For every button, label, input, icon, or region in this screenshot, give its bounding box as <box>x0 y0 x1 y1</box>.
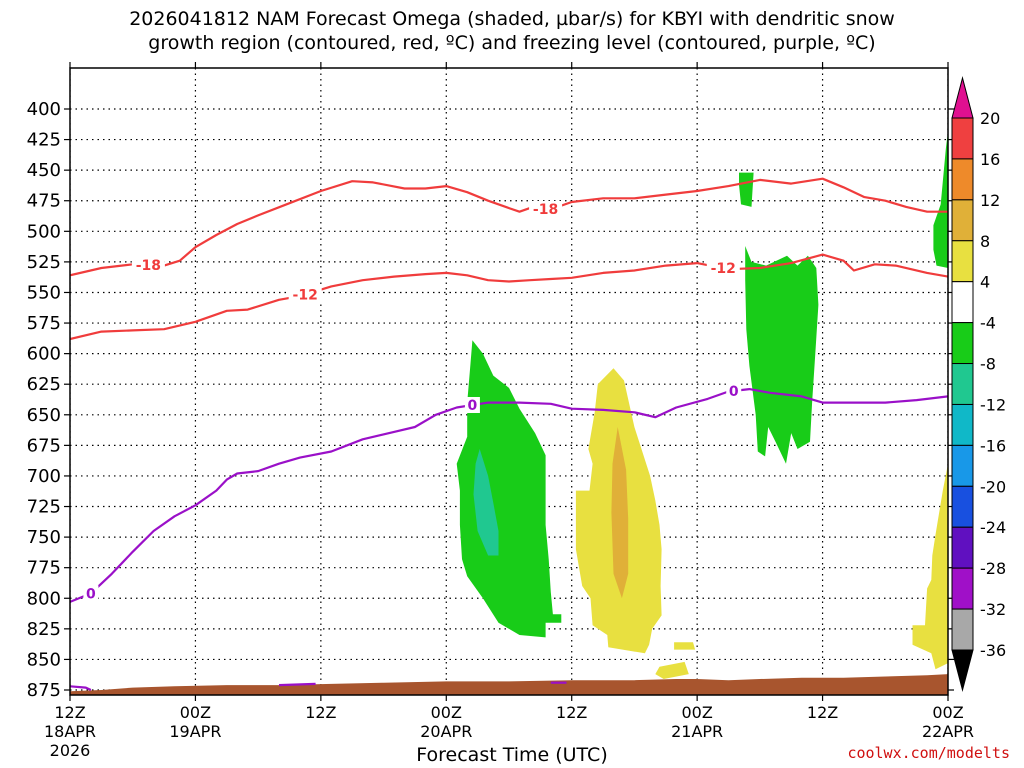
x-tick-label-84: 00Z <box>932 703 963 722</box>
colorbar-label-8: -16 <box>980 436 1006 455</box>
colorbar-swatch-1 <box>951 158 974 201</box>
plot-area: -18 -18 -12 -12 0 0 0 <box>70 68 948 695</box>
y-tick-label-550: 550 <box>27 282 61 303</box>
y-tick-label-575: 575 <box>27 313 61 334</box>
x-tick-label-60: 00Z <box>681 703 712 722</box>
colorbar-swatch-7 <box>951 403 974 446</box>
colorbar-swatch-10 <box>951 526 974 569</box>
y-tick-label-825: 825 <box>27 619 61 640</box>
y-tick-label-500: 500 <box>27 221 61 242</box>
colorbar-label-13: -36 <box>980 641 1006 660</box>
colorbar-label-3: 8 <box>980 232 990 251</box>
x-tick-date-60: 21APR <box>671 722 723 741</box>
x-tick-label-0: 12Z <box>54 703 85 722</box>
x-tick-year-0: 2026 <box>50 741 91 760</box>
contour-label-0-0: -18 <box>136 258 161 274</box>
colorbar-label-12: -32 <box>980 600 1006 619</box>
colorbar-label-4: 4 <box>980 273 990 292</box>
omega-region-2 <box>473 449 499 556</box>
contour-label-2-0: 0 <box>86 586 96 602</box>
omega-region-3 <box>739 172 754 207</box>
x-tick-date-0: 18APR <box>44 722 96 741</box>
y-tick-label-600: 600 <box>27 344 61 365</box>
y-tick-label-650: 650 <box>27 405 61 426</box>
colorbar-swatch-2 <box>951 199 974 242</box>
colorbar-label-7: -12 <box>980 395 1006 414</box>
omega-region-1 <box>456 340 562 638</box>
colorbar-label-9: -20 <box>980 477 1006 496</box>
contour-line-m18 <box>70 177 948 277</box>
plot-frame <box>69 67 949 696</box>
colorbar-swatch-0 <box>951 117 974 160</box>
x-tick-date-36: 20APR <box>420 722 472 741</box>
site-credit[interactable]: coolwx.com/modelts <box>847 744 1010 762</box>
omega-region-7 <box>611 427 629 599</box>
chart-title-line-2: growth region (contoured, red, ºC) and f… <box>148 32 876 54</box>
colorbar-swatch-9 <box>951 485 974 528</box>
x-tick-date-84: 22APR <box>922 722 974 741</box>
omega-region-9 <box>655 661 689 679</box>
colorbar-swatch-8 <box>951 444 974 487</box>
colorbar-swatch-12 <box>951 608 974 651</box>
contour-line-m12 <box>70 253 948 341</box>
contour-label-2-2: 0 <box>729 384 739 400</box>
freezing-level-surface-trace-1 <box>70 685 92 691</box>
y-tick-label-850: 850 <box>27 649 61 670</box>
y-tick-label-625: 625 <box>27 374 61 395</box>
chart-title-line-1: 2026041812 NAM Forecast Omega (shaded, µ… <box>129 8 895 30</box>
contour-label-2-1: 0 <box>468 398 478 414</box>
y-tick-label-450: 450 <box>27 160 61 181</box>
omega-region-10 <box>912 433 948 670</box>
x-tick-date-12: 19APR <box>169 722 221 741</box>
y-tick-label-400: 400 <box>27 99 61 120</box>
x-tick-label-24: 12Z <box>305 703 336 722</box>
omega-region-8 <box>674 642 696 650</box>
terrain-surface <box>70 674 948 695</box>
colorbar-swatch-11 <box>951 567 974 610</box>
x-tick-label-36: 00Z <box>431 703 462 722</box>
colorbar-label-5: -4 <box>980 314 996 333</box>
x-tick-label-48: 12Z <box>556 703 587 722</box>
y-tick-label-425: 425 <box>27 130 61 151</box>
colorbar-label-0: 20 <box>980 109 1000 128</box>
colorbar-bottom-arrow <box>951 649 974 692</box>
y-tick-label-875: 875 <box>27 680 61 701</box>
y-tick-label-525: 525 <box>27 252 61 273</box>
colorbar-swatch-5 <box>951 322 974 365</box>
colorbar-label-11: -28 <box>980 559 1006 578</box>
x-tick-label-72: 12Z <box>807 703 838 722</box>
colorbar-swatch-4 <box>951 281 974 324</box>
colorbar-label-10: -24 <box>980 518 1006 537</box>
contour-label-0-1: -18 <box>533 202 558 218</box>
y-tick-label-750: 750 <box>27 527 61 548</box>
contour-line-0 <box>70 388 948 603</box>
x-tick-label-12: 00Z <box>180 703 211 722</box>
contour-label-1-1: -12 <box>711 261 736 277</box>
y-tick-label-675: 675 <box>27 435 61 456</box>
y-tick-label-700: 700 <box>27 466 61 487</box>
y-tick-label-775: 775 <box>27 558 61 579</box>
freezing-level-surface-trace-2 <box>278 682 316 687</box>
y-tick-label-800: 800 <box>27 588 61 609</box>
colorbar-swatch-6 <box>951 363 974 405</box>
colorbar-swatch-3 <box>951 240 974 283</box>
omega-region-4 <box>745 246 819 464</box>
omega-region-5 <box>933 131 948 268</box>
colorbar-label-6: -8 <box>980 355 996 374</box>
colorbar: 20 16 12 8 4 -4 -8 -12 -16 -20 -24 -28 -32 -36 <box>951 76 1006 692</box>
colorbar-top-arrow <box>951 76 974 119</box>
y-tick-label-475: 475 <box>27 191 61 212</box>
y-tick-label-725: 725 <box>27 497 61 518</box>
colorbar-label-2: 12 <box>980 191 1000 210</box>
colorbar-label-1: 16 <box>980 150 1000 169</box>
x-axis-title: Forecast Time (UTC) <box>416 744 608 766</box>
contour-label-1-0: -12 <box>293 288 318 304</box>
